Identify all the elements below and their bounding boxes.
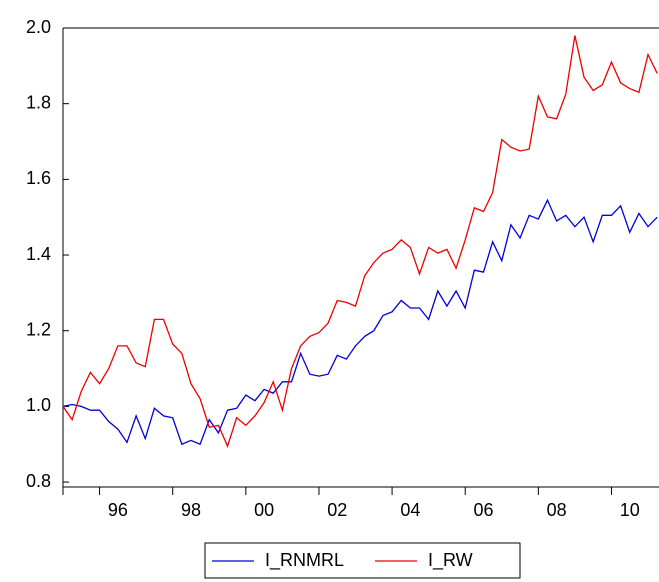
y-tick-label: 1.8 xyxy=(26,92,51,112)
x-tick-label: 10 xyxy=(620,500,640,520)
x-tick-label: 06 xyxy=(473,500,493,520)
x-tick-label: 98 xyxy=(181,500,201,520)
x-tick-label: 08 xyxy=(547,500,567,520)
y-tick-label: 1.4 xyxy=(26,244,51,264)
x-tick-label: 02 xyxy=(327,500,347,520)
y-tick-label: 1.0 xyxy=(26,395,51,415)
legend-label: I_RNMRL xyxy=(265,550,344,571)
x-tick-label: 00 xyxy=(254,500,274,520)
line-series xyxy=(62,198,658,446)
y-tick-label: 1.2 xyxy=(26,319,51,339)
y-tick-label: 0.8 xyxy=(26,471,51,491)
y-tick-label: 1.6 xyxy=(26,168,51,188)
x-tick-label: 96 xyxy=(108,500,128,520)
x-tick-label: 04 xyxy=(400,500,420,520)
line-series xyxy=(62,35,658,448)
legend-label: I_RW xyxy=(428,550,473,571)
y-tick-label: 2.0 xyxy=(26,17,51,37)
legend-box xyxy=(204,542,521,579)
